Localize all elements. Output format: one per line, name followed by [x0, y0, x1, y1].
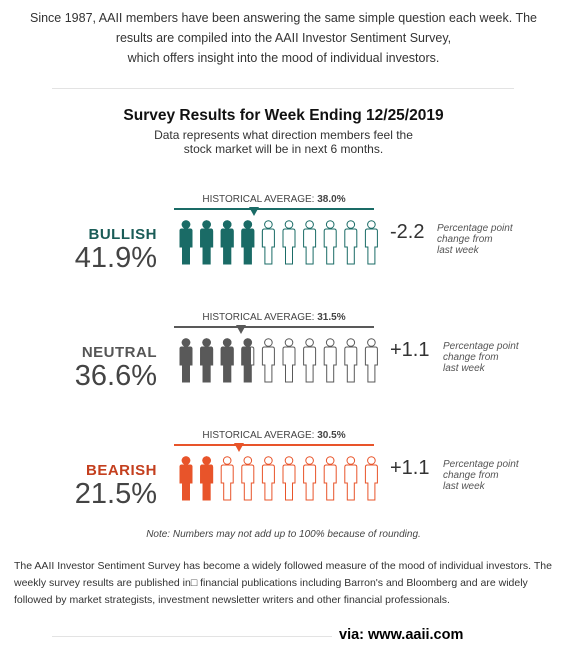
intro-line: results are compiled into the AAII Inves…: [115, 31, 452, 45]
person-icon: [323, 220, 337, 265]
change-note-line: last week: [437, 245, 479, 256]
person-icon: [364, 220, 378, 265]
intro-line: which offers insight into the mood of in…: [127, 51, 440, 65]
historical-average-marker: [235, 325, 246, 334]
weekly-change-note: Percentage point change from last week: [443, 459, 543, 492]
rounding-note: Note: Numbers may not add up to 100% bec…: [146, 529, 421, 540]
change-note-line: Percentage point: [437, 223, 513, 234]
sentiment-row-bullish: HISTORICAL AVERAGE: 38.0% BULLISH 41.9% -2.…: [0, 194, 567, 304]
person-icon: [344, 220, 358, 265]
weekly-change-value: -2.2: [390, 221, 425, 243]
sentiment-label: BEARISH: [85, 462, 157, 479]
person-icon: [220, 338, 234, 383]
weekly-change-note: Percentage point change from last week: [443, 341, 543, 374]
person-icon: [364, 456, 378, 501]
person-icon: [323, 338, 337, 383]
person-icon: [179, 338, 193, 383]
historical-average-label: HISTORICAL AVERAGE: 31.5%: [174, 312, 374, 324]
change-note-line: last week: [443, 481, 485, 492]
person-icon: [179, 220, 193, 265]
person-icon: [200, 338, 214, 383]
person-icon: [344, 338, 358, 383]
person-icon: [179, 456, 193, 501]
person-icon: [303, 338, 317, 383]
person-icon: [303, 456, 317, 501]
historical-average-line: [174, 326, 374, 328]
person-icon: [303, 220, 317, 265]
sentiment-row-neutral: HISTORICAL AVERAGE: 31.5% NEUTRAL 36.6% +1.…: [0, 312, 567, 422]
people-pictogram: [179, 456, 378, 501]
subtitle-line: Data represents what direction members f…: [154, 128, 413, 142]
change-note-line: Percentage point: [443, 341, 519, 352]
person-icon: [200, 220, 214, 265]
historical-average-value: 30.5%: [317, 430, 346, 441]
sentiment-percent: 21.5%: [74, 478, 157, 510]
people-pictogram: [179, 220, 378, 265]
change-note-line: last week: [443, 363, 485, 374]
sentiment-label: NEUTRAL: [81, 344, 157, 361]
person-icon: [323, 456, 337, 501]
weekly-change-value: +1.1: [390, 339, 430, 361]
historical-average-prefix: HISTORICAL AVERAGE:: [202, 312, 318, 323]
person-icon: [200, 456, 214, 501]
intro-line: Since 1987, AAII members have been answe…: [29, 11, 537, 25]
historical-average-prefix: HISTORICAL AVERAGE:: [202, 430, 318, 441]
person-icon: [241, 456, 255, 501]
historical-average-label: HISTORICAL AVERAGE: 30.5%: [174, 430, 374, 442]
change-note-line: change from: [437, 234, 493, 245]
subtitle-line: stock market will be in next 6 months.: [183, 142, 384, 156]
person-icon: [261, 338, 275, 383]
sentiment-row-bearish: HISTORICAL AVERAGE: 30.5% BEARISH 21.5% +1.…: [0, 430, 567, 540]
person-icon: [220, 220, 234, 265]
change-note-line: change from: [443, 470, 499, 481]
person-icon: [282, 456, 296, 501]
historical-average-label: HISTORICAL AVERAGE: 38.0%: [174, 194, 374, 206]
historical-average-value: 38.0%: [317, 194, 346, 205]
intro-text: Since 1987, AAII members have been answe…: [0, 8, 567, 68]
sentiment-label: BULLISH: [88, 226, 157, 243]
person-icon: [241, 220, 255, 265]
divider: [52, 636, 332, 637]
sentiment-percent: 41.9%: [74, 242, 157, 274]
person-icon: [261, 220, 275, 265]
weekly-change-value: +1.1: [390, 457, 430, 479]
historical-average-marker: [233, 443, 244, 452]
survey-title: Survey Results for Week Ending 12/25/201…: [123, 107, 444, 124]
person-icon: [364, 338, 378, 383]
historical-average-line: [174, 208, 374, 210]
person-icon: [241, 338, 255, 383]
survey-description: The AAII Investor Sentiment Survey has b…: [14, 560, 552, 606]
weekly-change-note: Percentage point change from last week: [437, 223, 537, 256]
historical-average-value: 31.5%: [317, 312, 346, 323]
historical-average-marker: [249, 207, 260, 216]
person-icon: [344, 456, 358, 501]
person-icon: [282, 338, 296, 383]
person-icon: [282, 220, 296, 265]
historical-average-prefix: HISTORICAL AVERAGE:: [202, 194, 318, 205]
sentiment-percent: 36.6%: [74, 360, 157, 392]
change-note-line: Percentage point: [443, 459, 519, 470]
person-icon: [261, 456, 275, 501]
change-note-line: change from: [443, 352, 499, 363]
person-icon: [220, 456, 234, 501]
people-pictogram: [179, 338, 378, 383]
divider: [52, 88, 514, 89]
source-credit: via: www.aaii.com: [339, 627, 464, 643]
survey-subtitle: Data represents what direction members f…: [0, 128, 567, 156]
historical-average-line: [174, 444, 374, 446]
